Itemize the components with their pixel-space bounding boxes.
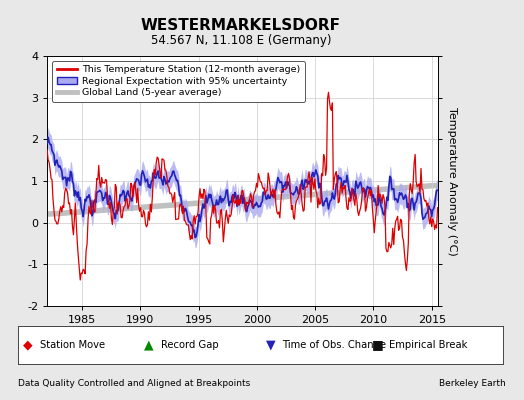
Text: ◆: ◆ xyxy=(23,338,33,352)
Text: Record Gap: Record Gap xyxy=(161,340,219,350)
Y-axis label: Temperature Anomaly (°C): Temperature Anomaly (°C) xyxy=(447,107,457,255)
Text: WESTERMARKELSDORF: WESTERMARKELSDORF xyxy=(141,18,341,33)
Text: Data Quality Controlled and Aligned at Breakpoints: Data Quality Controlled and Aligned at B… xyxy=(18,379,250,388)
Text: ■: ■ xyxy=(372,338,384,352)
Legend: This Temperature Station (12-month average), Regional Expectation with 95% uncer: This Temperature Station (12-month avera… xyxy=(52,61,305,102)
Text: 54.567 N, 11.108 E (Germany): 54.567 N, 11.108 E (Germany) xyxy=(151,34,331,47)
Text: Empirical Break: Empirical Break xyxy=(389,340,467,350)
Text: ▼: ▼ xyxy=(266,338,275,352)
Text: ▲: ▲ xyxy=(145,338,154,352)
Text: Station Move: Station Move xyxy=(40,340,105,350)
Text: Berkeley Earth: Berkeley Earth xyxy=(439,379,506,388)
Text: Time of Obs. Change: Time of Obs. Change xyxy=(282,340,387,350)
